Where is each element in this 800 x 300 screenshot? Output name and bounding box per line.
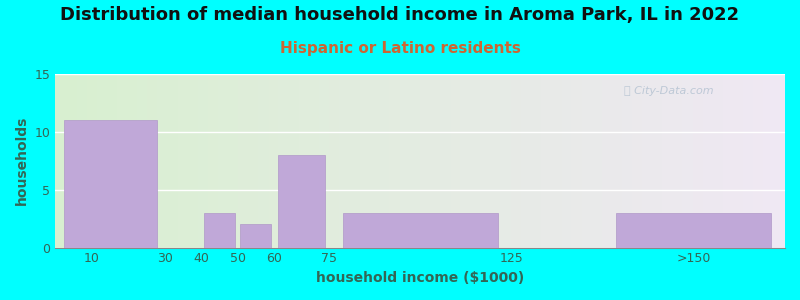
Bar	[616, 213, 771, 248]
Text: ⓘ City-Data.com: ⓘ City-Data.com	[625, 86, 714, 96]
Bar	[204, 213, 235, 248]
Bar	[278, 155, 325, 247]
Text: Hispanic or Latino residents: Hispanic or Latino residents	[279, 40, 521, 56]
Bar	[241, 224, 271, 248]
Bar	[342, 213, 498, 248]
Bar	[63, 120, 157, 248]
Y-axis label: households: households	[15, 116, 29, 206]
X-axis label: household income ($1000): household income ($1000)	[316, 271, 524, 285]
Text: Distribution of median household income in Aroma Park, IL in 2022: Distribution of median household income …	[61, 6, 739, 24]
